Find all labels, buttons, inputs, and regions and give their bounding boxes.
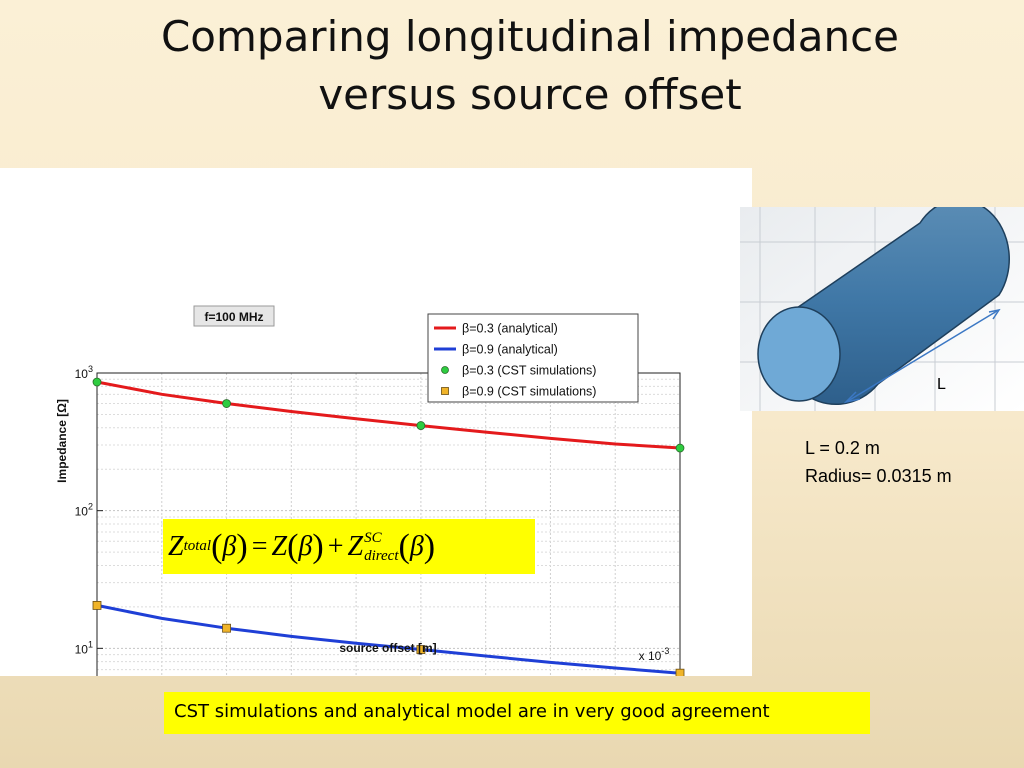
x-axis-multiplier: x 10-3	[639, 646, 670, 663]
length-label: L	[937, 376, 946, 393]
formula-sub-direct: direct	[364, 547, 399, 564]
legend-swatch	[441, 366, 449, 374]
cylinder-parameters: L = 0.2 m Radius= 0.0315 m	[805, 434, 952, 490]
series-point-3	[222, 623, 231, 633]
y-axis-label: Impedance [Ω]	[55, 399, 69, 483]
length-arrow-end	[988, 308, 1001, 320]
legend-label: β=0.9 (CST simulations)	[462, 385, 596, 399]
formula-z-direct: Z	[347, 530, 364, 562]
formula-plus: +	[327, 530, 344, 562]
series-point-3	[92, 601, 102, 610]
y-tick-label: 103	[75, 364, 93, 381]
y-tick-label: 102	[75, 502, 93, 519]
x-axis-label: source offset [m]	[339, 641, 436, 655]
axes-layer	[96, 372, 681, 676]
legend-label: β=0.3 (CST simulations)	[462, 364, 596, 378]
formula-beta-3: β	[409, 530, 424, 562]
series-point-2	[675, 443, 685, 453]
series-line-0	[96, 380, 681, 450]
legend-swatch	[441, 387, 449, 395]
param-length: L = 0.2 m	[805, 438, 880, 458]
annotation-text: f=100 MHz	[204, 310, 263, 324]
y-tick-label: 101	[75, 639, 93, 656]
legend-box	[427, 313, 639, 403]
title-line-2: versus source offset	[318, 70, 742, 119]
series-point-2	[222, 399, 231, 408]
annotation-box	[193, 305, 275, 327]
formula-beta-1: β	[222, 530, 237, 562]
formula-z: Z	[271, 530, 288, 562]
cylinder-svg: L	[740, 207, 1024, 411]
cylinder-end-face	[757, 306, 841, 402]
impedance-chart: 12345678910100101102103 f=100 MHz β=0.3 …	[0, 168, 752, 676]
slide-title: Comparing longitudinal impedance versus …	[60, 8, 1000, 124]
annotation-layer: f=100 MHz	[193, 305, 275, 327]
formula-beta-2: β	[298, 530, 313, 562]
formula-equals: =	[251, 530, 268, 562]
series-point-2	[416, 421, 426, 430]
conclusion-box: CST simulations and analytical model are…	[164, 692, 870, 734]
length-dimension-line	[847, 310, 998, 402]
series-line-1	[96, 603, 681, 675]
series-point-3	[416, 645, 426, 654]
legend-label: β=0.9 (analytical)	[462, 343, 558, 357]
param-radius: Radius= 0.0315 m	[805, 466, 952, 486]
cylinder-geometry-figure: L	[740, 207, 1024, 411]
plot-frame	[96, 372, 681, 676]
title-line-1: Comparing longitudinal impedance	[160, 12, 900, 61]
chart-legend: β=0.3 (analytical) β=0.9 (analytical) β=0.…	[427, 313, 639, 403]
chart-canvas: 12345678910100101102103 f=100 MHz β=0.3 …	[55, 305, 685, 676]
formula-sup-total: total	[183, 538, 212, 554]
series-point-3	[675, 668, 685, 676]
formula-sup-sc: SC	[364, 529, 382, 546]
legend-label: β=0.3 (analytical)	[462, 322, 558, 336]
formula-z-total: Z	[168, 530, 184, 562]
series-layer	[92, 377, 685, 676]
series-point-2	[92, 377, 102, 387]
ticks-layer: 12345678910100101102103	[75, 364, 93, 656]
length-arrow-start	[843, 391, 861, 404]
